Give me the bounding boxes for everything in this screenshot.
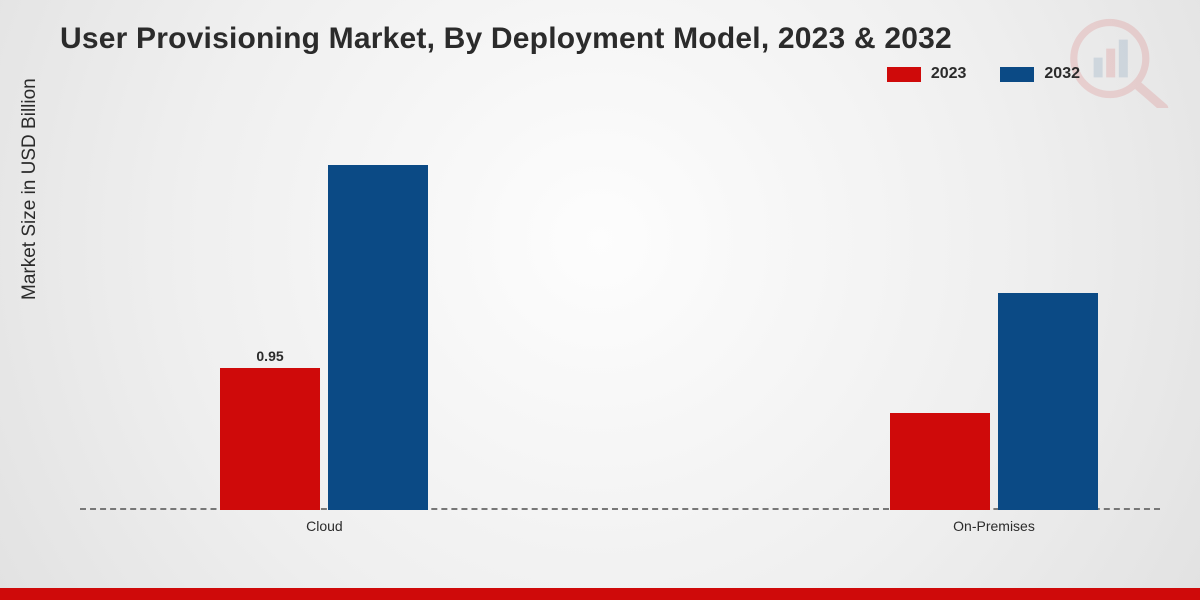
bar	[220, 368, 320, 511]
legend: 2023 2032	[887, 65, 1080, 83]
legend-item-2032: 2032	[1000, 65, 1080, 83]
y-axis-label: Market Size in USD Billion	[19, 78, 41, 300]
bar-group	[890, 293, 1098, 511]
bar	[998, 293, 1098, 511]
logo-bar-1	[1094, 58, 1103, 78]
bar	[328, 165, 428, 510]
bar	[890, 413, 990, 511]
legend-label: 2032	[1044, 65, 1080, 83]
data-label: 0.95	[256, 348, 283, 364]
chart-container: User Provisioning Market, By Deployment …	[0, 0, 1200, 600]
watermark-logo-icon	[1062, 18, 1172, 108]
logo-bar-2	[1106, 49, 1115, 78]
logo-bar-3	[1119, 40, 1128, 78]
plot-area: CloudOn-Premises0.95	[80, 120, 1160, 530]
category-label: Cloud	[306, 518, 343, 534]
legend-swatch-icon	[887, 67, 921, 82]
legend-label: 2023	[931, 65, 967, 83]
footer-accent-bar	[0, 588, 1200, 600]
category-label: On-Premises	[953, 518, 1035, 534]
bar-group	[220, 165, 428, 510]
legend-item-2023: 2023	[887, 65, 967, 83]
chart-title: User Provisioning Market, By Deployment …	[60, 22, 952, 56]
logo-handle	[1137, 85, 1164, 108]
legend-swatch-icon	[1000, 67, 1034, 82]
